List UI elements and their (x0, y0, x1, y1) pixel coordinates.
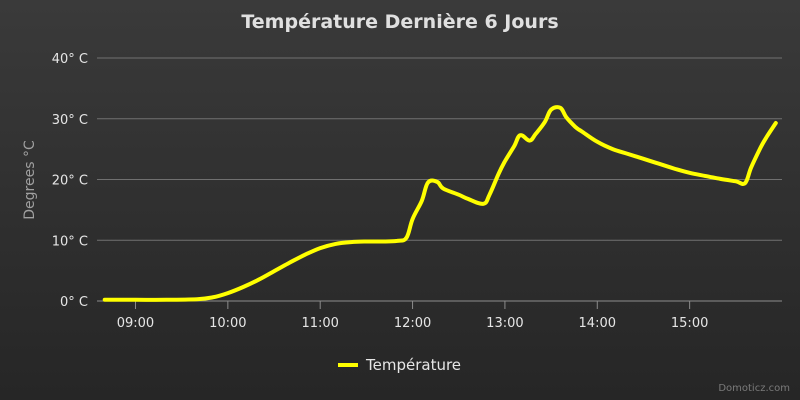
chart-title: Température Dernière 6 Jours (241, 11, 558, 33)
legend[interactable]: Température (338, 356, 461, 374)
y-axis-label: Degrees °C (22, 140, 38, 220)
x-tick-label: 10:00 (209, 316, 246, 331)
y-tick-label: 10° C (52, 234, 88, 249)
x-tick-label: 12:00 (394, 316, 431, 331)
credit-link[interactable]: Domoticz.com (718, 383, 790, 394)
gridlines (97, 57, 782, 241)
y-tick-label: 0° C (60, 295, 88, 310)
y-tick-label: 30° C (52, 113, 88, 128)
x-tick-label: 09:00 (117, 316, 154, 331)
y-tick-label: 40° C (52, 52, 88, 67)
series-line-temperature[interactable] (102, 105, 778, 302)
legend-label[interactable]: Température (365, 356, 461, 374)
x-tick-label: 13:00 (486, 316, 523, 331)
x-tick-label: 11:00 (301, 316, 338, 331)
x-tick-label: 15:00 (671, 316, 708, 331)
x-tick-label: 14:00 (579, 316, 616, 331)
y-tick-label: 20° C (52, 174, 88, 189)
y-axis-ticks: 0° C 10° C 20° C 30° C 40° C (52, 52, 88, 310)
x-axis-ticks: 09:00 10:00 11:00 12:00 13:00 14:00 15:00 (117, 301, 708, 331)
